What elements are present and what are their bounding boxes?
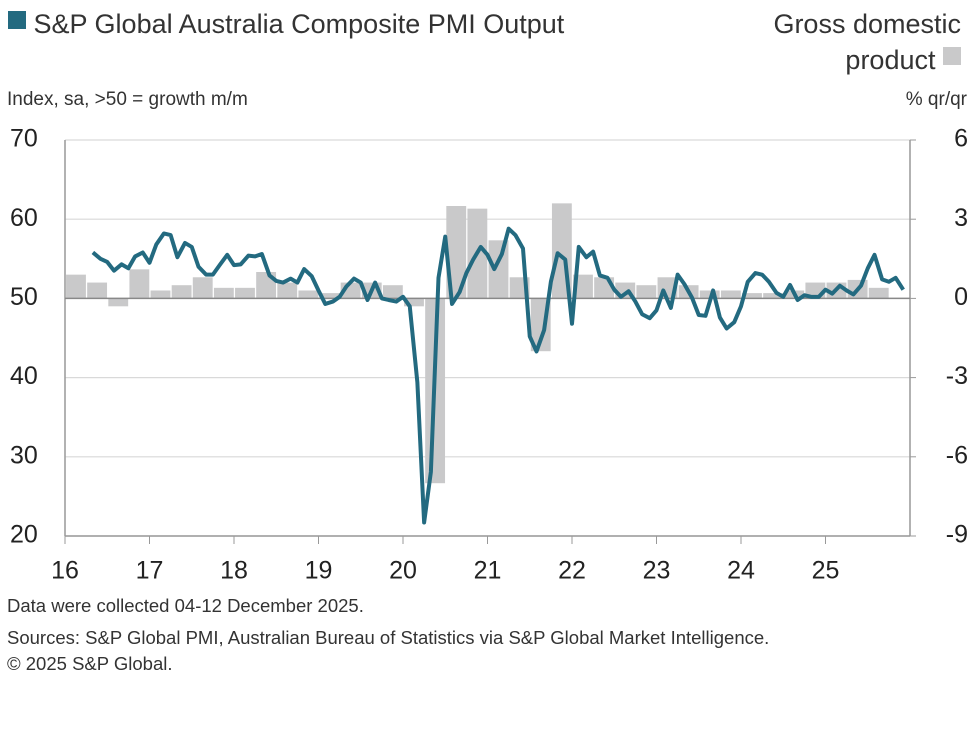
legend-swatch (8, 11, 26, 29)
bar (150, 290, 171, 299)
bar (129, 269, 150, 299)
y2-tick-label: 3 (954, 204, 968, 232)
bar (213, 287, 234, 299)
x-tick-label: 22 (558, 557, 586, 585)
bar (87, 282, 108, 299)
legend-label: S&P Global Australia Composite PMI Outpu… (33, 9, 565, 39)
y-tick-label: 50 (10, 283, 38, 311)
x-tick-label: 20 (389, 557, 417, 585)
note: Sources: S&P Global PMI, Australian Bure… (7, 627, 770, 648)
bar (277, 282, 298, 299)
y2-tick-label: 0 (954, 283, 968, 311)
note: © 2025 S&P Global. (7, 653, 173, 674)
legend-left: S&P Global Australia Composite PMI Outpu… (8, 6, 568, 42)
right-axis-units: % qr/qr (905, 89, 967, 110)
bar (171, 285, 192, 299)
x-tick-label: 25 (812, 557, 840, 585)
bar (235, 287, 255, 299)
bar (404, 298, 424, 307)
y-tick-label: 20 (10, 521, 38, 549)
legend-swatch (943, 47, 961, 65)
bar (868, 287, 889, 299)
bar (742, 293, 762, 299)
x-tick-label: 21 (474, 557, 502, 585)
y2-tick-label: -6 (946, 441, 968, 469)
bar (298, 290, 319, 299)
line (91, 226, 905, 525)
bar (192, 277, 213, 299)
legend-right: Gross domestic product (721, 6, 961, 78)
bar (319, 293, 340, 299)
y2-tick-label: -3 (946, 362, 968, 390)
x-tick-label: 24 (727, 557, 755, 585)
left-axis-units: Index, sa, >50 = growth m/m (7, 89, 248, 110)
bar (763, 293, 784, 299)
bar (488, 240, 509, 299)
note: Data were collected 04-12 December 2025. (7, 595, 364, 616)
x-tick-label: 23 (643, 557, 671, 585)
y-tick-label: 40 (10, 362, 38, 390)
bar (66, 274, 86, 299)
bar (108, 298, 129, 307)
bar (382, 285, 403, 299)
x-tick-label: 19 (305, 557, 333, 585)
bar (446, 206, 467, 299)
y-tick-label: 70 (10, 125, 38, 153)
x-tick-label: 17 (136, 557, 164, 585)
x-tick-label: 16 (51, 557, 79, 585)
y2-tick-label: 6 (954, 125, 968, 153)
y-tick-label: 30 (10, 441, 38, 469)
chart: 20 30 40 50 60 70 -9 -6 -3 0 3 6 16 17 18 19 20 21 22 23 24 2… (10, 125, 968, 585)
y-tick-label: 60 (10, 204, 38, 232)
bar (699, 290, 720, 299)
bar (720, 290, 741, 299)
legend-label: Gross domestic product (773, 9, 961, 75)
bar (573, 274, 593, 299)
y2-tick-label: -9 (946, 521, 968, 549)
bar (636, 285, 657, 299)
x-tick-label: 18 (220, 557, 248, 585)
